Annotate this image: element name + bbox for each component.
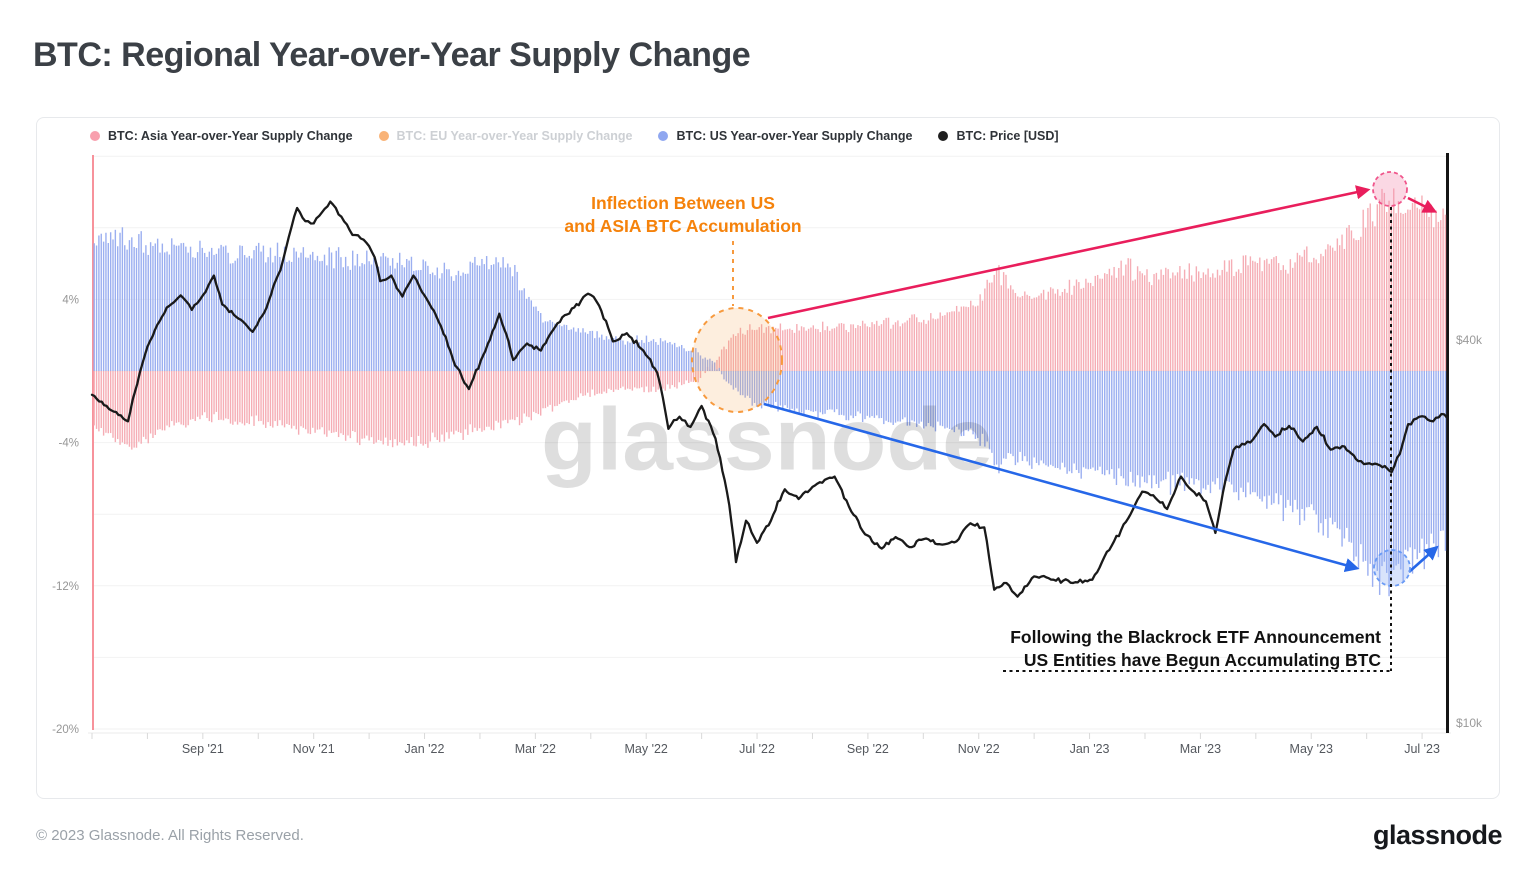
pink-highlight-circle-icon — [1372, 171, 1408, 207]
blackrock-text-line: US Entities have Begun Accumulating BTC — [1024, 650, 1382, 670]
y-axis-left: 4% -4% -12% -20% — [52, 155, 94, 736]
x-axis-label: Nov '21 — [293, 742, 335, 756]
x-axis-label: Mar '23 — [1180, 742, 1221, 756]
legend-item-label: BTC: Price [USD] — [956, 129, 1059, 143]
brand-logo: glassnode — [1372, 820, 1503, 850]
blue-arrow-icon — [1408, 545, 1439, 573]
x-axis-label: Mar '22 — [515, 742, 556, 756]
blue-arrow-icon — [763, 402, 1360, 573]
x-axis-label: Jul '23 — [1404, 742, 1440, 756]
footer-copyright: © 2023 Glassnode. All Rights Reserved. — [36, 827, 304, 844]
x-axis-label: May '23 — [1290, 742, 1333, 756]
x-axis-label: Sep '21 — [182, 742, 224, 756]
x-axis-label: Nov '22 — [958, 742, 1000, 756]
y-axis-left-label: -20% — [52, 724, 79, 736]
x-axis-label: May '22 — [625, 742, 668, 756]
y-axis-right: $40k $10k — [1446, 153, 1483, 733]
x-axis-label: Sep '22 — [847, 742, 889, 756]
inflection-ellipse-icon — [691, 307, 783, 413]
annotation-arrows — [763, 185, 1439, 573]
annotation-blackrock: Following the Blackrock ETF Announcement… — [1003, 207, 1392, 672]
annotation-inflection: Inflection Between US and ASIA BTC Accumu… — [564, 193, 802, 413]
legend-dot-icon — [658, 131, 669, 141]
legend: BTC: Asia Year-over-Year Supply Change BT… — [90, 127, 1085, 145]
y-axis-left-label: 4% — [62, 294, 79, 306]
x-axis: Sep '21 Nov '21 Jan '22 Mar '22 May '22 Jul '… — [88, 732, 1451, 756]
legend-item-label: BTC: US Year-over-Year Supply Change — [676, 129, 913, 143]
red-arrow-icon — [1407, 196, 1438, 213]
y-axis-left-label: -4% — [59, 438, 79, 450]
asia-bars — [93, 188, 1447, 450]
y-axis-right-label: $10k — [1456, 716, 1483, 730]
legend-dot-icon — [90, 131, 100, 141]
us-bars — [93, 227, 1447, 597]
legend-item-1[interactable]: BTC: EU Year-over-Year Supply Change — [378, 129, 633, 143]
price-line — [90, 200, 1449, 598]
inflection-text-line: and ASIA BTC Accumulation — [564, 216, 801, 236]
x-axis-label: Jan '23 — [1070, 742, 1110, 756]
chart-card — [36, 117, 1500, 799]
inflection-text-line: Inflection Between US — [591, 193, 775, 213]
y-axis-left-label: -12% — [52, 581, 79, 593]
blue-highlight-circle-icon — [1373, 549, 1411, 587]
legend-item-2[interactable]: BTC: US Year-over-Year Supply Change — [658, 129, 912, 143]
red-arrow-icon — [767, 185, 1371, 320]
legend-item-label: BTC: EU Year-over-Year Supply Change — [396, 129, 633, 143]
legend-dot-icon — [378, 131, 389, 141]
legend-item-label: BTC: Asia Year-over-Year Supply Change — [108, 129, 353, 143]
legend-item-0[interactable]: BTC: Asia Year-over-Year Supply Change — [90, 129, 353, 143]
y-axis-right-label: $40k — [1456, 333, 1483, 347]
blackrock-text-line: Following the Blackrock ETF Announcement — [1010, 627, 1381, 647]
x-axis-label: Jul '22 — [739, 742, 775, 756]
legend-item-3[interactable]: BTC: Price [USD] — [938, 129, 1059, 143]
legend-dot-icon — [938, 131, 949, 141]
x-axis-label: Jan '22 — [405, 742, 445, 756]
page-title: BTC: Regional Year-over-Year Supply Chan… — [33, 36, 751, 74]
